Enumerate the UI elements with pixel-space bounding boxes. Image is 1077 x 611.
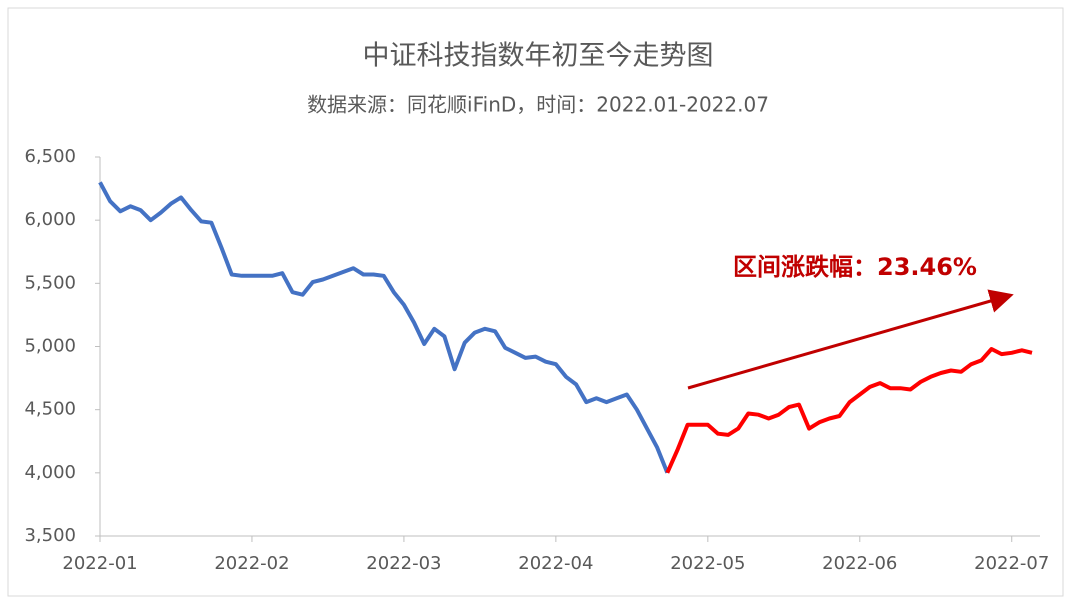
y-tick-label: 5,000 — [24, 336, 76, 357]
line-series — [98, 181, 670, 474]
chart-title: 中证科技指数年初至今走势图 — [363, 41, 714, 72]
x-tick-label: 2022-02 — [214, 553, 289, 574]
chart-border — [7, 7, 1064, 597]
x-tick-label: 2022-04 — [518, 553, 593, 574]
y-tick-label: 6,000 — [24, 209, 76, 230]
x-tick-label: 2022-06 — [822, 553, 897, 574]
y-tick-label: 4,000 — [24, 462, 76, 483]
y-tick-label: 6,500 — [24, 146, 76, 167]
annotation-arrow — [687, 289, 1014, 390]
y-tick-label: 4,500 — [24, 399, 76, 420]
chart-subtitle: 数据来源：同花顺iFinD，时间：2022.01-2022.07 — [307, 93, 769, 117]
x-tick-label: 2022-05 — [670, 553, 745, 574]
x-tick-label: 2022-01 — [62, 553, 137, 574]
y-tick-label: 5,500 — [24, 272, 76, 293]
x-tick-label: 2022-07 — [974, 553, 1049, 574]
annotation: 区间涨跌幅：23.46% — [733, 253, 977, 281]
line-series — [665, 347, 1033, 474]
y-tick-label: 3,500 — [24, 525, 76, 546]
x-tick-label: 2022-03 — [366, 553, 441, 574]
